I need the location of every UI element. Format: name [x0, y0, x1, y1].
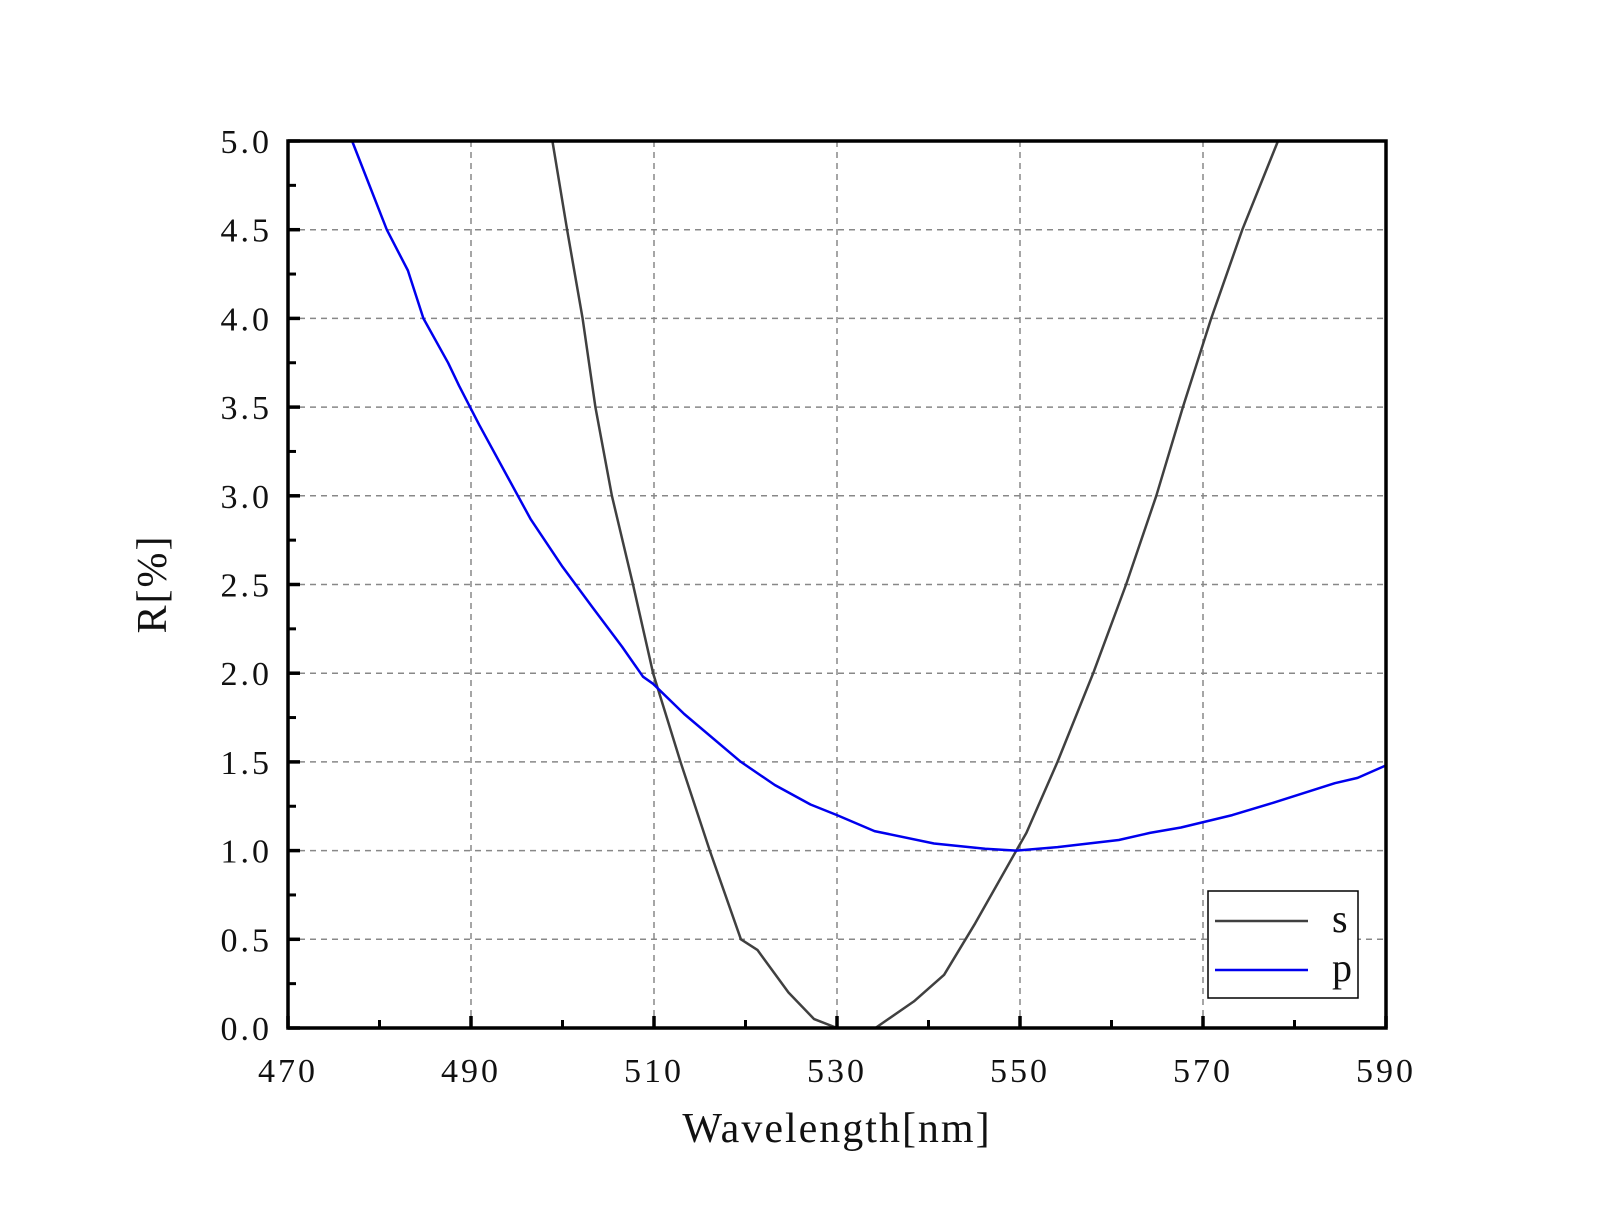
- y-axis-title: R[%]: [130, 535, 176, 634]
- y-tick-label: 2.5: [221, 568, 273, 605]
- grid-lines: [288, 141, 1386, 1028]
- plot-frame: [286, 139, 1388, 1030]
- y-tick-label: 3.5: [221, 390, 273, 427]
- y-tick-label: 4.0: [221, 301, 273, 338]
- y-tick-labels: 0.0 0.5 1.0 1.5 2.0 2.5 3.0 3.5 4.0 4.5 5.0: [221, 124, 273, 1048]
- x-tick-labels: 470 490 510 530 550 570 590: [258, 1053, 1416, 1090]
- x-tick-label: 550: [990, 1053, 1050, 1090]
- y-tick-label: 2.0: [221, 656, 273, 693]
- x-tick-label: 590: [1356, 1053, 1416, 1090]
- legend-label-s: s: [1332, 896, 1348, 941]
- x-axis-title: Wavelength[nm]: [682, 1106, 991, 1152]
- y-tick-label: 5.0: [221, 124, 273, 161]
- x-tick-label: 470: [258, 1053, 318, 1090]
- legend-label-p: p: [1332, 945, 1352, 990]
- y-tick-label: 3.0: [221, 479, 273, 516]
- x-tick-label: 490: [441, 1053, 501, 1090]
- x-tick-label: 570: [1173, 1053, 1233, 1090]
- y-tick-label: 0.0: [221, 1011, 273, 1048]
- y-tick-label: 4.5: [221, 213, 273, 250]
- y-tick-label: 1.0: [221, 834, 273, 871]
- y-tick-label: 0.5: [221, 922, 273, 959]
- legend-box: [1207, 890, 1359, 999]
- legend: s p: [1207, 890, 1359, 999]
- x-tick-label: 510: [624, 1053, 684, 1090]
- y-tick-label: 1.5: [221, 745, 273, 782]
- series-line-p: [350, 140, 1387, 852]
- x-tick-label: 530: [807, 1053, 867, 1090]
